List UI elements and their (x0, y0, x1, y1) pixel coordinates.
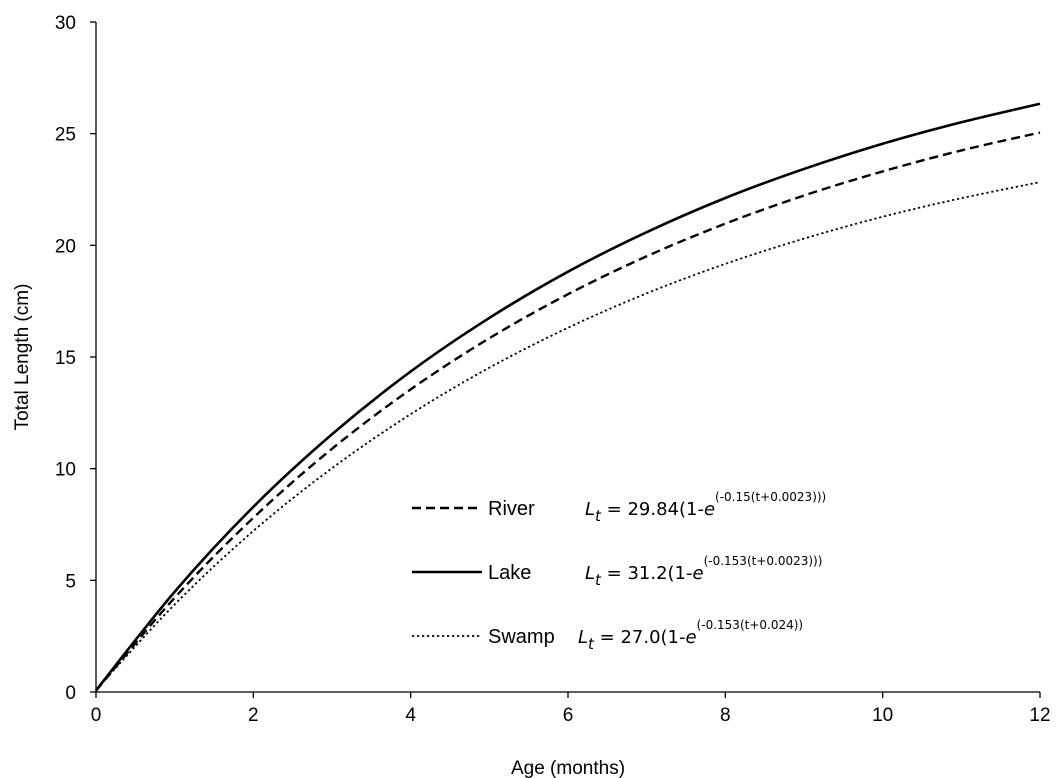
series-lines (94, 102, 1041, 692)
x-tick-label: 2 (248, 705, 259, 726)
axes (95, 22, 1040, 693)
equation-part-exp: (-0.153(t+0.024)) (697, 618, 804, 632)
x-tick-label: 6 (563, 705, 574, 726)
equation-part-exp: (-0.153(t+0.0023))) (704, 554, 823, 568)
equation-part-e: e (686, 627, 697, 648)
legend-label-swamp: Swamp (488, 626, 555, 648)
equation-part-rest: = 31.2(1- (601, 563, 693, 584)
y-tick-label: 30 (55, 13, 76, 34)
x-axis-ticks: 0 2 4 6 8 10 12 (91, 692, 1051, 726)
equation-part-lhs: L (578, 627, 588, 648)
equation-part-rest: = 29.84(1- (601, 499, 704, 520)
series-line-lake (94, 102, 1041, 692)
equation-part-sub: t (588, 635, 595, 653)
series-line-swamp (95, 181, 1041, 691)
y-tick-label: 20 (55, 236, 76, 257)
growth-equation-swamp: Lt = 27.0(1-e(-0.153(t+0.024)) (578, 618, 803, 653)
equation-part-exp: (-0.15(t+0.0023))) (715, 490, 826, 504)
equation-part-lhs: L (585, 563, 595, 584)
y-tick-label: 10 (55, 460, 76, 481)
x-tick-label: 10 (872, 705, 893, 726)
y-tick-label: 25 (55, 125, 76, 146)
equation-part-lhs: L (585, 499, 595, 520)
equation-part-e: e (704, 499, 715, 520)
growth-equation-lake: Lt = 31.2(1-e(-0.153(t+0.0023))) (585, 554, 822, 589)
equation-part-sub: t (595, 571, 602, 589)
y-tick-label: 0 (65, 683, 76, 704)
growth-equation-river: Lt = 29.84(1-e(-0.15(t+0.0023))) (585, 490, 826, 525)
equation-part-e: e (693, 563, 704, 584)
x-tick-label: 8 (720, 705, 731, 726)
legend: River Lt = 29.84(1-e(-0.15(t+0.0023)))Lak… (412, 490, 826, 653)
legend-label-lake: Lake (488, 562, 531, 584)
series-line-river (95, 131, 1041, 692)
y-axis-ticks: 0 5 10 15 20 25 30 (55, 13, 96, 704)
x-tick-label: 4 (405, 705, 416, 726)
y-axis-label: Total Length (cm) (12, 284, 33, 431)
y-tick-label: 15 (55, 348, 76, 369)
equation-part-rest: = 27.0(1- (594, 627, 686, 648)
y-tick-label: 5 (65, 571, 76, 592)
equation-part-sub: t (595, 507, 602, 525)
x-tick-label: 12 (1029, 705, 1050, 726)
x-axis-label: Age (months) (511, 758, 625, 778)
legend-label-river: River (488, 498, 535, 520)
x-tick-label: 0 (91, 705, 102, 726)
